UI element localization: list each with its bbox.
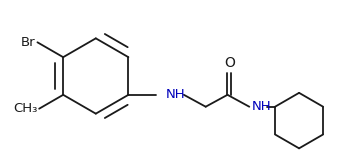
Text: CH₃: CH₃ [13,102,37,115]
Text: NH: NH [166,88,186,101]
Text: NH: NH [251,100,271,113]
Text: O: O [224,56,235,70]
Text: Br: Br [21,36,35,49]
